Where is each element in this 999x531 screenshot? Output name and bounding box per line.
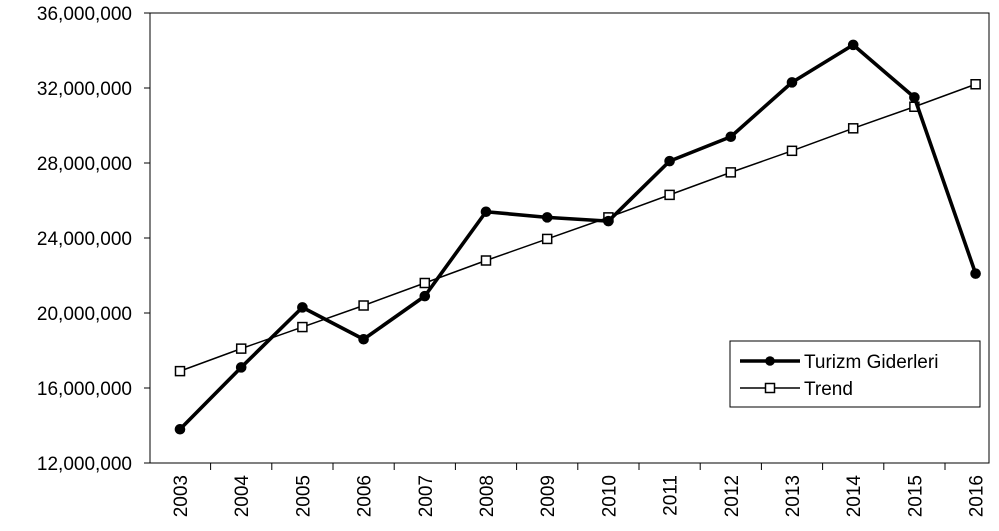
data-point — [603, 215, 614, 227]
data-point — [970, 79, 981, 90]
y-tick-label: 28,000,000 — [37, 154, 132, 175]
x-tick-label: 2014 — [844, 475, 865, 518]
data-point — [847, 123, 859, 134]
data-point — [786, 145, 798, 157]
data-point — [297, 302, 308, 313]
data-point — [174, 423, 186, 435]
y-tick-label: 24,000,000 — [37, 229, 132, 250]
x-tick-label: 2006 — [355, 475, 376, 517]
x-tick-label: 2003 — [171, 475, 192, 517]
x-tick-label: 2012 — [722, 475, 743, 517]
data-point — [174, 365, 186, 377]
y-tick-label: 12,000,000 — [37, 454, 132, 475]
x-tick-label: 2015 — [905, 475, 926, 517]
legend-box — [729, 340, 981, 408]
legend-swatch-marker — [765, 356, 775, 366]
data-point — [541, 212, 553, 223]
data-point — [664, 189, 675, 201]
data-point — [664, 155, 675, 167]
y-tick-label: 32,000,000 — [37, 79, 132, 100]
legend: Turizm Giderleri Trend — [729, 340, 981, 408]
data-point — [297, 321, 308, 333]
data-point — [419, 290, 431, 302]
series-line-turizm-giderleri — [178, 43, 978, 432]
data-point — [235, 343, 247, 354]
data-point — [480, 255, 492, 266]
data-point — [358, 333, 369, 345]
y-tick-label: 16,000,000 — [37, 379, 132, 400]
data-point — [970, 268, 981, 279]
x-tick-label: 2013 — [783, 475, 804, 517]
x-tick-label: 2005 — [293, 475, 314, 517]
data-point — [235, 362, 247, 373]
data-point — [419, 277, 431, 289]
data-point — [480, 206, 492, 218]
x-tick-label: 2004 — [232, 475, 253, 518]
legend-swatch-marker — [764, 382, 776, 394]
data-point — [541, 233, 553, 245]
x-tick-label: 2016 — [967, 475, 988, 517]
y-tick-label: 36,000,000 — [37, 4, 132, 25]
data-point — [725, 131, 737, 143]
y-tick-label: 20,000,000 — [37, 304, 132, 325]
x-tick-label: 2011 — [661, 475, 682, 516]
data-point — [847, 39, 859, 51]
legend-label: Turizm Giderleri — [804, 352, 938, 373]
data-point — [725, 167, 737, 178]
axes: 12,000,000 16,000,000 20,000,000 24,000,000… — [37, 4, 990, 518]
data-point — [909, 92, 920, 103]
x-tick-label: 2008 — [477, 475, 498, 517]
x-tick-label: 2007 — [416, 475, 437, 517]
series-line-trend — [179, 83, 977, 372]
x-tick-label: 2010 — [599, 475, 620, 517]
x-tick-label: 2009 — [538, 475, 559, 517]
data-point — [358, 300, 369, 311]
series-layer — [174, 39, 981, 435]
data-point — [786, 77, 798, 88]
legend-label: Trend — [804, 379, 853, 400]
